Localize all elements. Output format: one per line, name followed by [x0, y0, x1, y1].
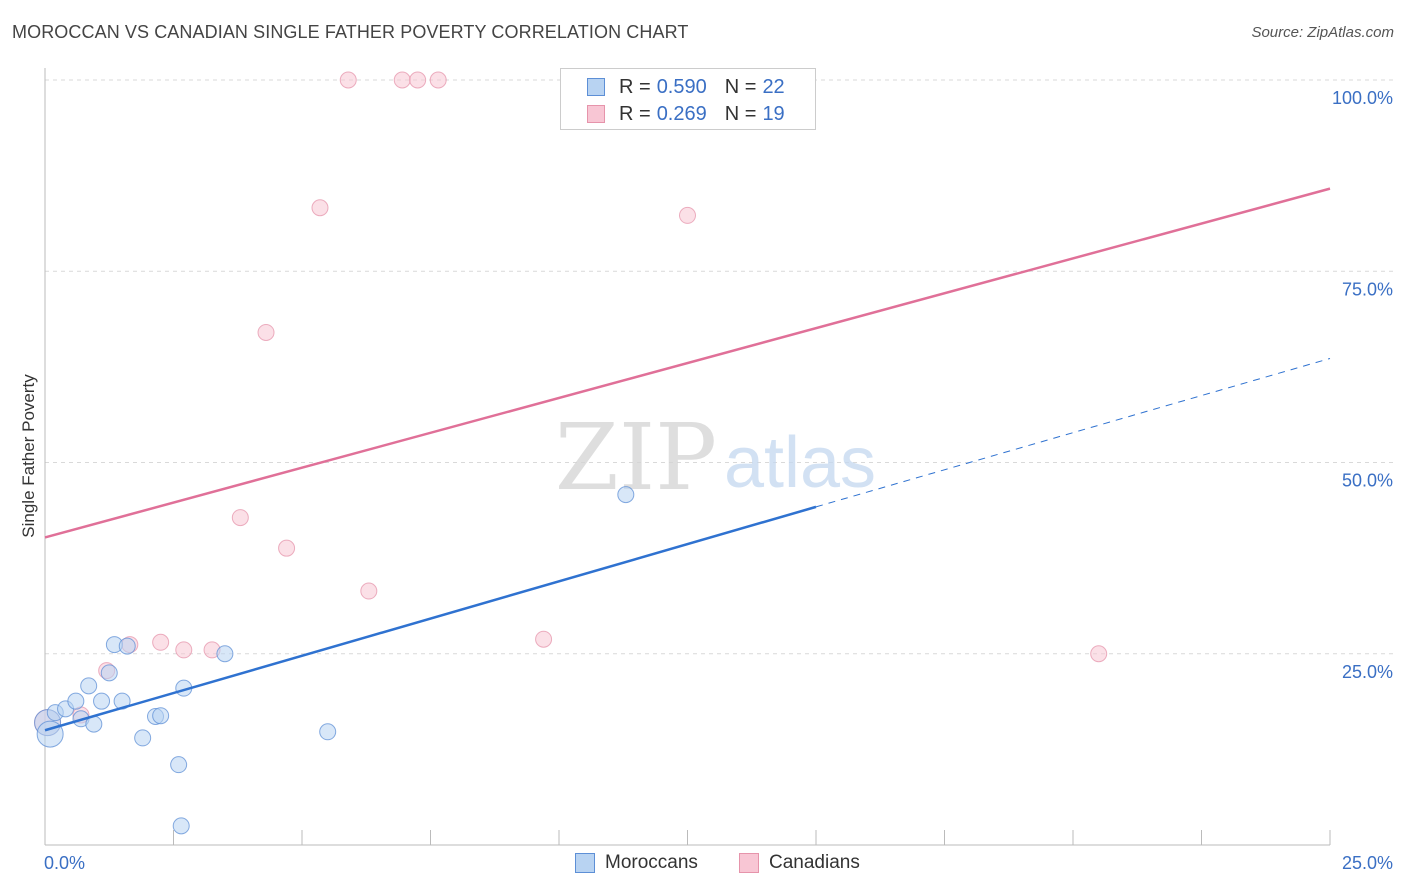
moroccans-swatch	[587, 78, 605, 96]
canadians-point	[535, 630, 553, 648]
canadians-point	[257, 323, 275, 341]
moroccans-point	[134, 729, 152, 747]
canadians-point	[311, 199, 329, 217]
moroccans-point	[100, 664, 118, 682]
source-label: Source: ZipAtlas.com	[1251, 24, 1394, 41]
canadians-swatch	[587, 105, 605, 123]
x-tick-label-max: 25.0%	[1342, 853, 1393, 873]
canadians-point	[278, 539, 296, 557]
canadians-point	[409, 71, 427, 89]
canadians-point	[1090, 645, 1108, 663]
n-value: 22	[762, 75, 785, 98]
legend-label-moroccans: Moroccans	[605, 852, 698, 873]
legend-item-moroccans[interactable]: Moroccans	[575, 852, 698, 874]
moroccans-point	[617, 486, 635, 504]
watermark-zip: ZIP	[555, 404, 717, 511]
y-axis-label: Single Father Poverty	[19, 374, 38, 538]
moroccans-point	[118, 637, 136, 655]
data-points	[34, 71, 1108, 835]
canadians-point	[360, 582, 378, 600]
r-value: 0.269	[656, 102, 707, 125]
moroccans-point	[319, 723, 337, 741]
y-tick-label: 75.0%	[1342, 279, 1393, 299]
moroccans-point	[216, 645, 234, 663]
watermark-atlas: atlas	[724, 423, 876, 503]
canadians-trend-line	[44, 187, 1331, 539]
n-value: 19	[762, 102, 785, 125]
moroccans-point	[93, 692, 111, 710]
stats-box: R = 0.590 N = 22 R = 0.269 N = 19	[560, 68, 816, 130]
r-value: 0.590	[656, 75, 707, 98]
gridlines	[45, 79, 1395, 655]
canadians-point	[429, 71, 447, 89]
moroccans-point	[152, 707, 170, 725]
stats-row-moroccans: R = 0.590 N = 22	[587, 74, 785, 100]
canadians-legend-swatch	[739, 853, 759, 873]
chart-title: MOROCCAN VS CANADIAN SINGLE FATHER POVER…	[12, 22, 689, 42]
canadians-point	[339, 71, 357, 89]
n-label: N =	[724, 75, 757, 98]
moroccans-trend-extension	[815, 357, 1331, 508]
moroccans-point	[170, 756, 188, 774]
y-tick-label: 25.0%	[1342, 662, 1393, 682]
r-label: R =	[619, 75, 651, 98]
canadians-point	[231, 509, 249, 527]
moroccans-trend-line	[44, 505, 817, 732]
moroccans-legend-swatch	[575, 853, 595, 873]
canadians-point	[175, 641, 193, 659]
trend-lines	[44, 187, 1331, 732]
moroccans-point	[172, 817, 190, 835]
legend-item-canadians[interactable]: Canadians	[739, 852, 860, 874]
legend-label-canadians: Canadians	[769, 852, 860, 873]
canadians-point	[393, 71, 411, 89]
moroccans-point	[80, 677, 98, 695]
x-tick-label-min: 0.0%	[44, 853, 85, 873]
canadians-point	[152, 633, 170, 651]
tick-labels: 25.0% 50.0% 75.0% 100.0% 0.0% 25.0%	[44, 88, 1393, 873]
stats-row-canadians: R = 0.269 N = 19	[587, 101, 785, 127]
n-label: N =	[724, 102, 757, 125]
canadians-point	[679, 206, 696, 224]
y-tick-label: 50.0%	[1342, 471, 1393, 491]
moroccans-point	[67, 692, 85, 710]
r-label: R =	[619, 102, 651, 125]
y-tick-label: 100.0%	[1332, 88, 1393, 108]
